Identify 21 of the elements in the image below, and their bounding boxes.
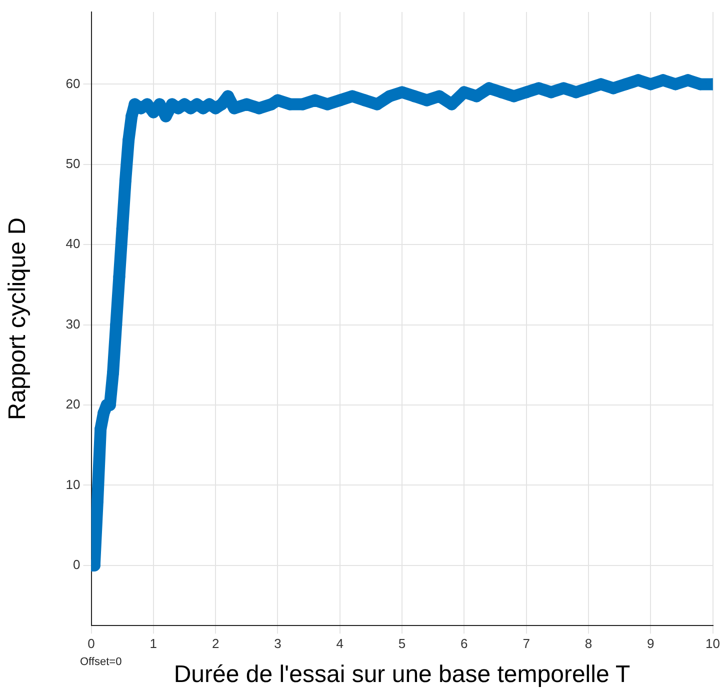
x-tick-label: 9 (647, 636, 654, 651)
x-tick-label: 6 (460, 636, 468, 651)
y-tick-label: 60 (66, 76, 80, 91)
x-tick-label: 5 (398, 636, 406, 651)
x-tick-label: 3 (274, 636, 282, 651)
y-tick-label: 30 (66, 316, 80, 332)
y-tick-label: 0 (73, 557, 80, 572)
x-tick-label: 0 (88, 636, 95, 651)
x-tick-label: 8 (584, 636, 592, 651)
y-tick-label: 50 (66, 156, 80, 171)
x-tick-label: 7 (522, 636, 530, 651)
text: Offset=0 (80, 656, 122, 668)
x-tick-label: 10 (706, 636, 720, 651)
y-tick-label: 10 (66, 476, 80, 492)
x-tick-label: 4 (336, 636, 344, 651)
x-tick-label: 1 (150, 636, 158, 651)
y-axis-title: Rapport cyclique D (4, 217, 32, 420)
x-axis-title: Durée de l'essai sur une base temporelle T (174, 661, 631, 688)
y-tick-label: 20 (66, 396, 80, 412)
x-tick-label: 2 (212, 636, 220, 651)
y-tick-label: 40 (66, 236, 80, 252)
